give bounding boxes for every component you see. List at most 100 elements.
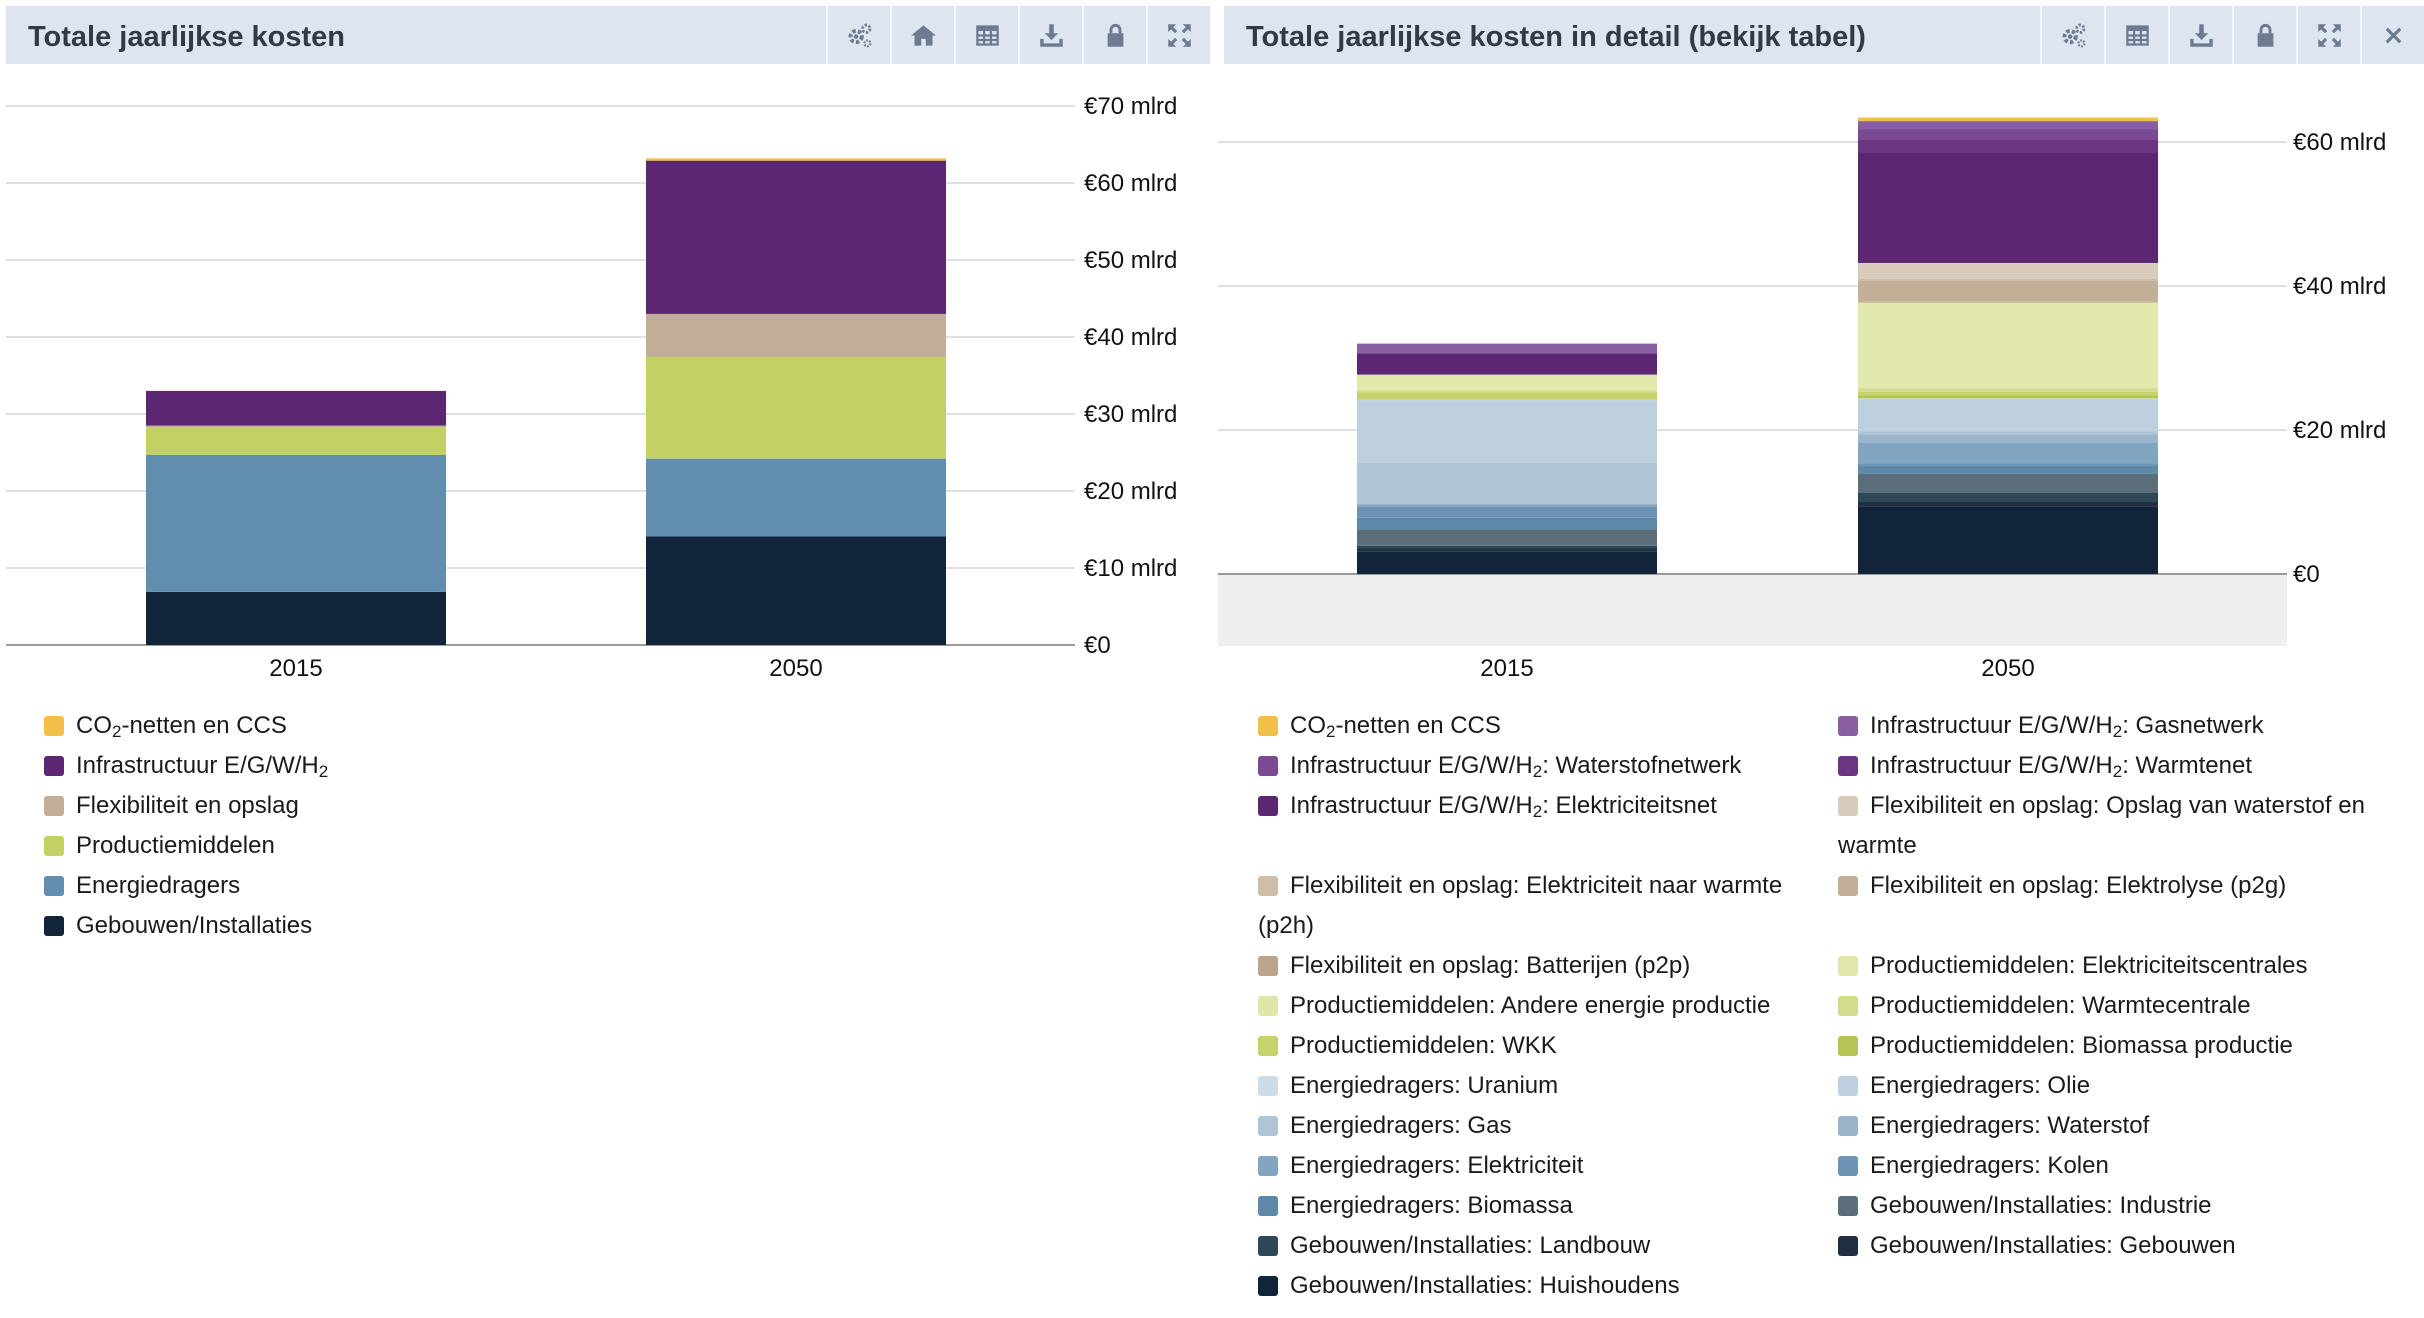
legend-item[interactable]: Productiemiddelen: Elektriciteitscentral…: [1838, 946, 2378, 986]
legend-swatch: [1258, 1236, 1278, 1256]
legend-swatch: [44, 916, 64, 936]
legend-item[interactable]: Infrastructuur E/G/W/H2: Warmtenet: [1838, 746, 2378, 786]
y-tick-label: €20 mlrd: [2293, 417, 2386, 444]
legend-swatch: [1838, 1036, 1858, 1056]
bar-segment: [1858, 399, 2158, 432]
chart-panel-totale-kosten: Totale jaarlijkse kosten €0 €10 mlrd €20 m…: [0, 0, 1210, 1318]
legend-label: Gebouwen/Installaties: Gebouwen: [1870, 1232, 2236, 1259]
legend-item[interactable]: Energiedragers: Olie: [1838, 1066, 2378, 1106]
panel-title: Totale jaarlijkse kosten: [28, 21, 345, 53]
legend-swatch: [1258, 1076, 1278, 1096]
legend-item[interactable]: Productiemiddelen: Warmtecentrale: [1838, 986, 2378, 1026]
legend-item[interactable]: Flexibiliteit en opslag: Opslag van wate…: [1838, 786, 2398, 866]
legend-item[interactable]: Productiemiddelen: [44, 826, 584, 866]
legend-label: Productiemiddelen: WKK: [1290, 1032, 1557, 1059]
legend-item[interactable]: CO2-netten en CCS: [1258, 706, 1798, 746]
bar-segment: [646, 158, 946, 161]
legend-label: Productiemiddelen: Elektriciteitscentral…: [1870, 952, 2308, 979]
legend-item[interactable]: Gebouwen/Installaties: Gebouwen: [1838, 1226, 2378, 1266]
legend-item[interactable]: Energiedragers: Biomassa: [1258, 1186, 1798, 1226]
legend-label: Gebouwen/Installaties: Landbouw: [1290, 1232, 1651, 1259]
y-tick-label: €30 mlrd: [1084, 401, 1177, 428]
bar-segment: [1858, 502, 2158, 507]
download-button[interactable]: [2168, 6, 2232, 64]
x-tick-label: 2015: [269, 655, 322, 682]
legend-item[interactable]: Productiemiddelen: WKK: [1258, 1026, 1798, 1066]
legend-label: Infrastructuur E/G/W/H2: Waterstofnetwer…: [1290, 752, 1742, 781]
stacked-bar-chart: €0 €20 mlrd €40 mlrd €60 mlrd 2015 2050: [1218, 117, 2386, 682]
settings-button[interactable]: [2040, 6, 2104, 64]
download-icon: [1039, 23, 1063, 47]
legend-item[interactable]: Infrastructuur E/G/W/H2: Elektriciteitsn…: [1258, 786, 1798, 826]
bar-segment: [1858, 442, 2158, 464]
x-tick-label: 2050: [769, 655, 822, 682]
legend-item[interactable]: CO2-netten en CCS: [44, 706, 584, 746]
legend-label: Energiedragers: Olie: [1870, 1072, 2091, 1099]
download-icon: [2189, 23, 2213, 47]
legend-swatch: [1838, 716, 1858, 736]
legend-item[interactable]: Gebouwen/Installaties: Industrie: [1838, 1186, 2378, 1226]
bar-segment: [646, 536, 946, 645]
legend-label: Productiemiddelen: Andere energie produc…: [1290, 992, 1771, 1019]
close-button[interactable]: [2360, 6, 2424, 64]
legend-swatch: [1838, 756, 1858, 776]
legend-item[interactable]: Infrastructuur E/G/W/H2: Waterstofnetwer…: [1258, 746, 1798, 786]
table-button[interactable]: [2104, 6, 2168, 64]
legend-item[interactable]: Productiemiddelen: Andere energie produc…: [1258, 986, 1798, 1026]
bar-segment: [1858, 302, 2158, 387]
bar-segment: [646, 357, 946, 459]
lock-button[interactable]: [1082, 6, 1146, 64]
legend-swatch: [1838, 1076, 1858, 1096]
legend-item[interactable]: Energiedragers: Uranium: [1258, 1066, 1798, 1106]
legend-item[interactable]: Flexibiliteit en opslag: Elektrolyse (p2…: [1838, 866, 2378, 906]
legend-swatch: [1838, 1236, 1858, 1256]
bar-segment: [1858, 129, 2158, 140]
legend-item[interactable]: Energiedragers: Waterstof: [1838, 1106, 2378, 1146]
bar-segment: [1357, 374, 1657, 376]
legend-label: Flexibiliteit en opslag: Opslag van wate…: [1838, 792, 2365, 859]
legend-item[interactable]: Productiemiddelen: Biomassa productie: [1838, 1026, 2378, 1066]
legend-item[interactable]: Gebouwen/Installaties: Huishoudens: [1258, 1266, 1798, 1306]
fullscreen-button[interactable]: [2296, 6, 2360, 64]
bar-segment: [1858, 121, 2158, 130]
legend-item[interactable]: Gebouwen/Installaties: [44, 906, 584, 946]
legend-swatch: [1838, 1196, 1858, 1216]
legend-item[interactable]: Flexibiliteit en opslag: Batterijen (p2p…: [1258, 946, 1798, 986]
legend-item[interactable]: Infrastructuur E/G/W/H2: Gasnetwerk: [1838, 706, 2378, 746]
legend-item[interactable]: Infrastructuur E/G/W/H2: [44, 746, 584, 786]
legend-label: Flexibiliteit en opslag: Batterijen (p2p…: [1290, 952, 1691, 979]
legend-label: Productiemiddelen: Warmtecentrale: [1870, 992, 2251, 1019]
bar-segment: [1858, 465, 2158, 474]
bar-segment: [1858, 386, 2158, 389]
y-tick-label: €50 mlrd: [1084, 247, 1177, 274]
y-tick-label: €20 mlrd: [1084, 478, 1177, 505]
legend-item[interactable]: Energiedragers: [44, 866, 584, 906]
legend-label: Gebouwen/Installaties: Industrie: [1870, 1192, 2212, 1219]
legend-label: CO2-netten en CCS: [1290, 712, 1501, 741]
legend-item[interactable]: Energiedragers: Kolen: [1838, 1146, 2378, 1186]
settings-button[interactable]: [826, 6, 890, 64]
y-tick-label: €0: [2293, 561, 2320, 588]
fullscreen-button[interactable]: [1146, 6, 1210, 64]
legend-label: Productiemiddelen: Biomassa productie: [1870, 1032, 2293, 1059]
table-button[interactable]: [954, 6, 1018, 64]
bar-segment: [1858, 431, 2158, 435]
home-button[interactable]: [890, 6, 954, 64]
legend-swatch: [1258, 1276, 1278, 1296]
lock-button[interactable]: [2232, 6, 2296, 64]
close-icon: [2385, 27, 2401, 43]
bar-segment: [646, 160, 946, 314]
download-button[interactable]: [1018, 6, 1082, 64]
legend-label: Gebouwen/Installaties: [76, 912, 313, 939]
legend-item[interactable]: Flexibiliteit en opslag: Elektriciteit n…: [1258, 866, 1838, 946]
legend-label: Energiedragers: Uranium: [1290, 1072, 1559, 1099]
legend-item[interactable]: Gebouwen/Installaties: Landbouw: [1258, 1226, 1798, 1266]
legend-label: Productiemiddelen: [76, 832, 275, 859]
bar-segment: [1357, 545, 1657, 549]
legend-item[interactable]: Energiedragers: Elektriciteit: [1258, 1146, 1798, 1186]
y-tick-label: €40 mlrd: [1084, 324, 1177, 351]
legend-item[interactable]: Energiedragers: Gas: [1258, 1106, 1798, 1146]
lock-icon: [1107, 23, 1123, 47]
legend-swatch: [44, 876, 64, 896]
legend-item[interactable]: Flexibiliteit en opslag: [44, 786, 584, 826]
